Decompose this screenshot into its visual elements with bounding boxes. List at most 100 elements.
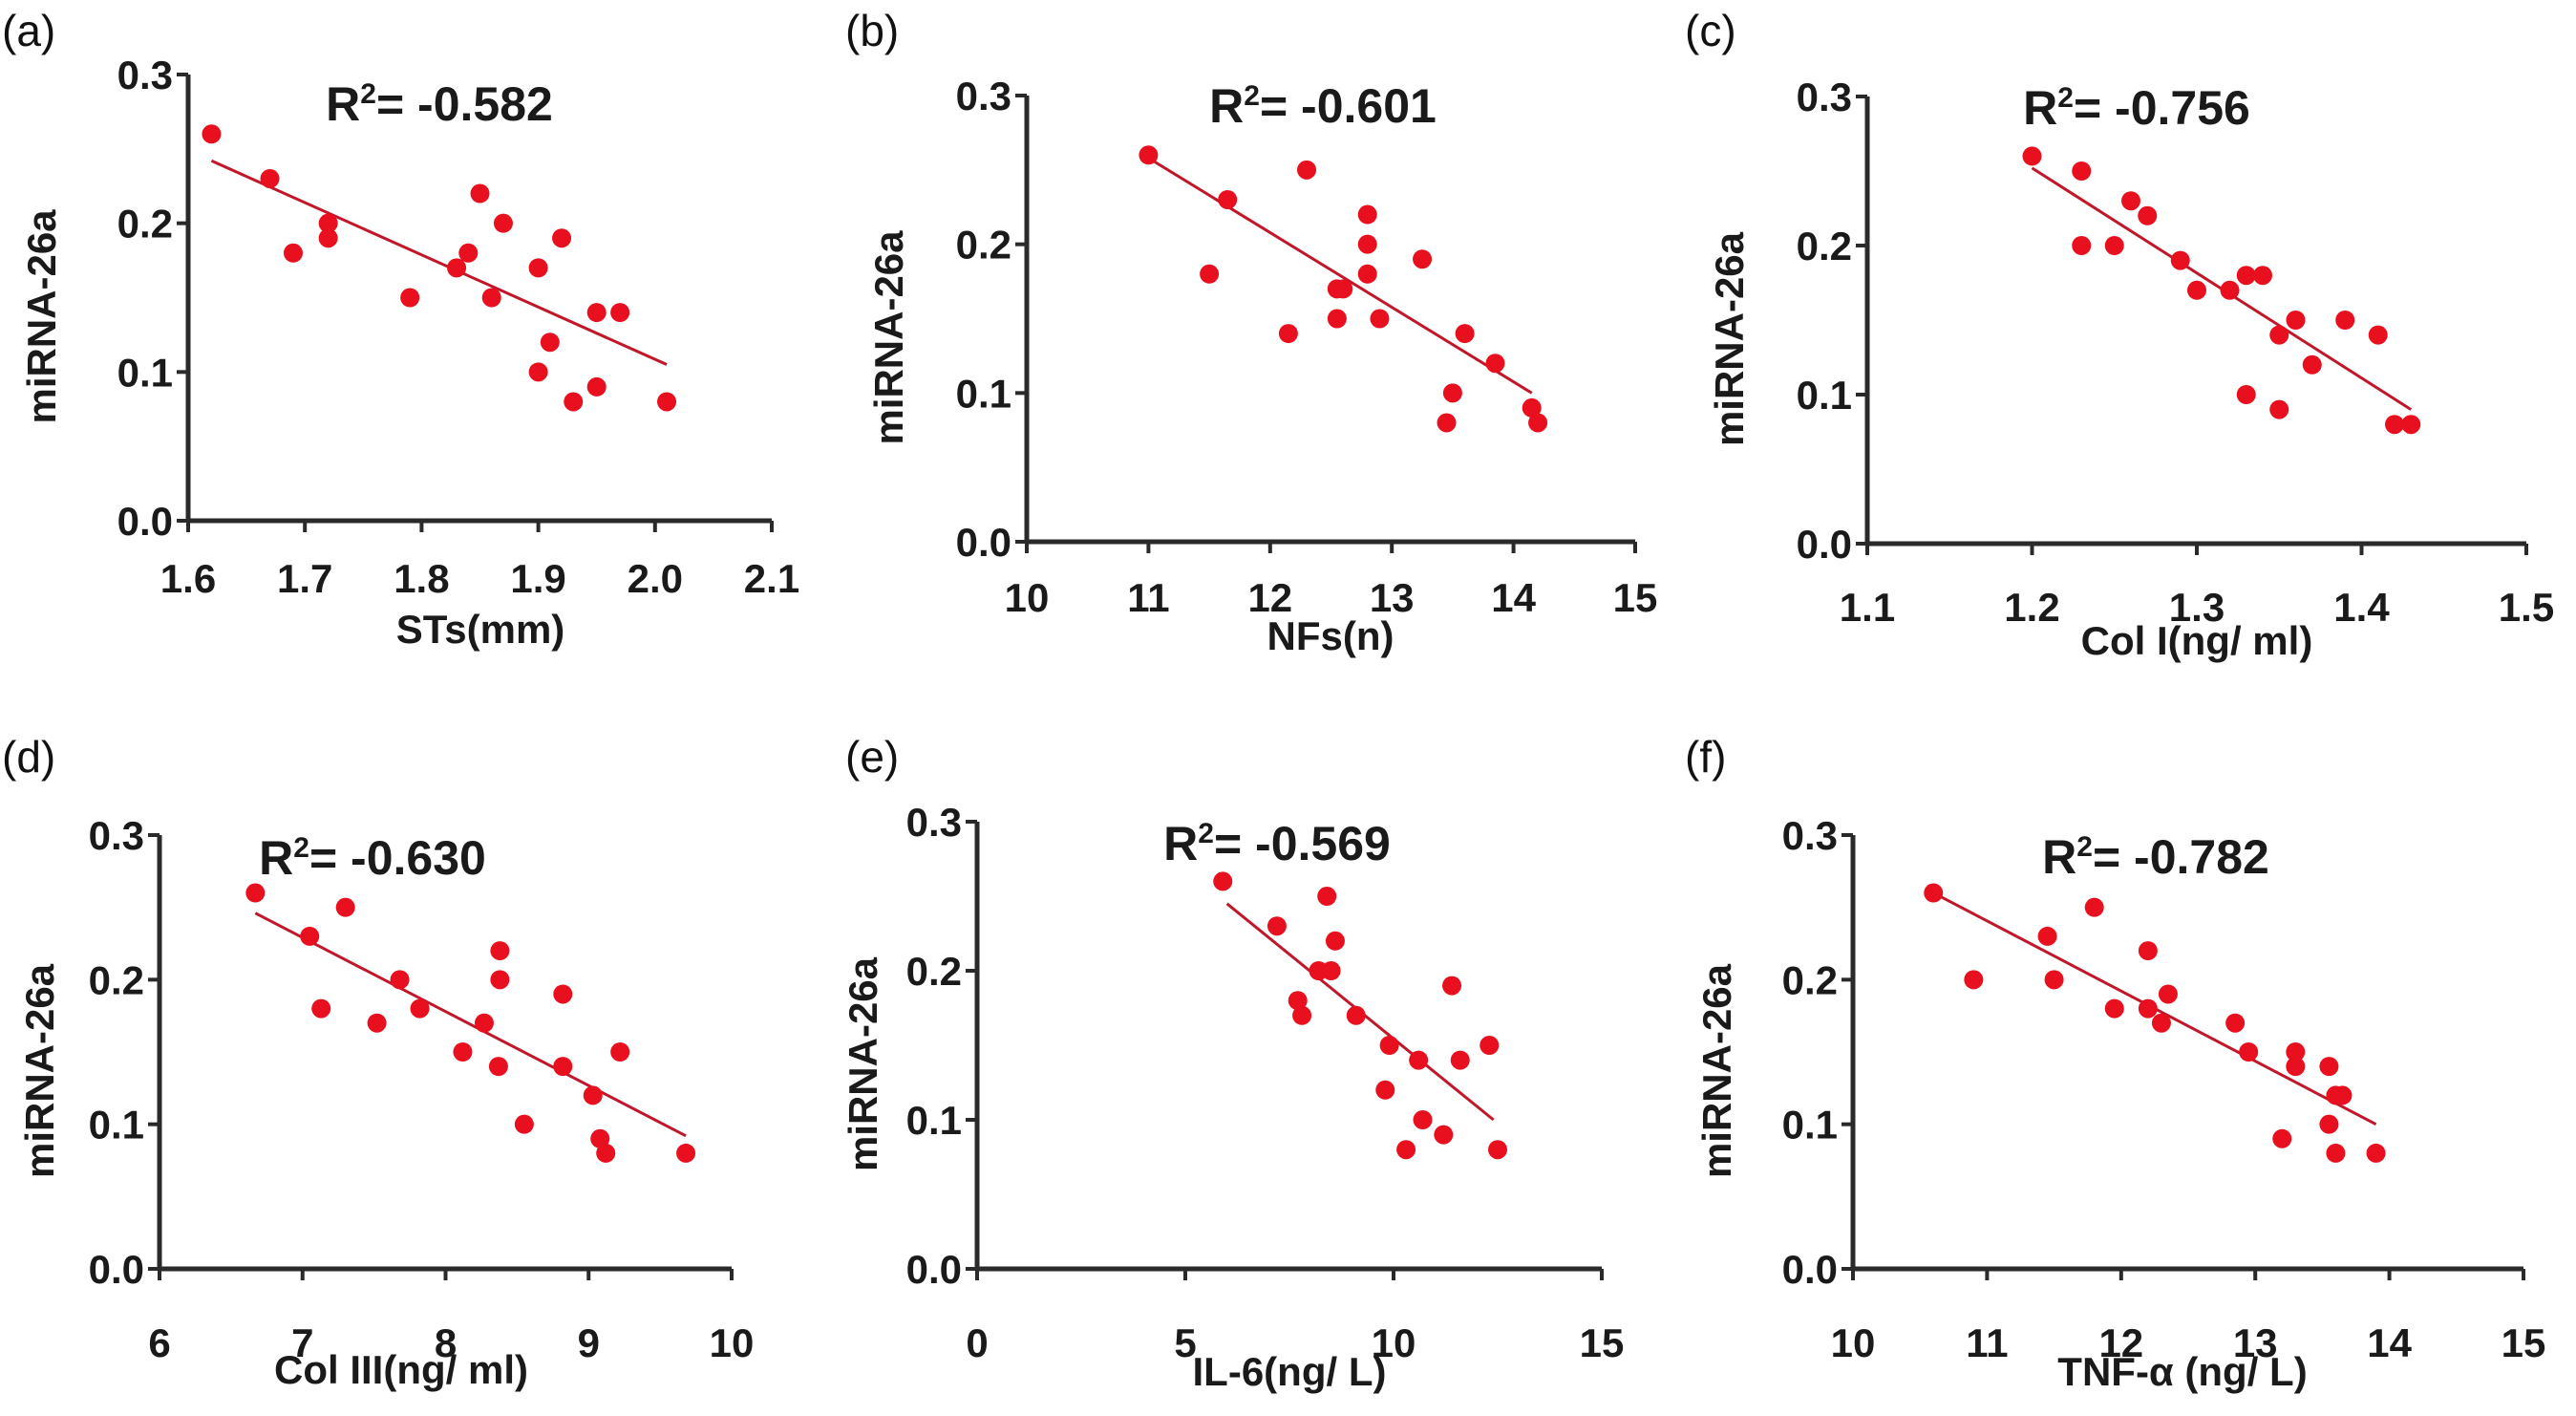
- data-point: [1375, 1080, 1395, 1100]
- data-point: [318, 228, 338, 248]
- data-point: [1357, 234, 1377, 254]
- data-point: [1480, 1036, 1500, 1055]
- data-point: [610, 1042, 630, 1062]
- panel-label: (b): [845, 6, 899, 55]
- data-point: [540, 333, 560, 353]
- data-point: [1317, 887, 1337, 906]
- panel-label: (c): [1685, 6, 1736, 55]
- r-value: = -0.582: [376, 77, 553, 131]
- y-tick-label: 0.0: [956, 520, 1011, 565]
- data-point: [410, 998, 430, 1019]
- x-tick-label: 11: [1127, 575, 1169, 620]
- data-point: [552, 228, 572, 248]
- x-tick-label: 2.1: [744, 556, 799, 601]
- data-point: [2044, 970, 2064, 990]
- x-tick-label: 0: [966, 1320, 988, 1365]
- y-tick-label: 0.2: [956, 223, 1011, 268]
- y-tick-label: 0.1: [1782, 1103, 1838, 1148]
- data-point: [676, 1143, 696, 1163]
- data-point: [2121, 191, 2140, 211]
- data-point: [1442, 383, 1462, 403]
- data-point: [2225, 1013, 2246, 1033]
- y-axis-title: miRNA-26a: [17, 963, 62, 1178]
- x-tick-label: 13: [2233, 1320, 2278, 1365]
- regression-line: [254, 912, 687, 1138]
- y-tick-label: 0.3: [117, 53, 173, 97]
- data-point: [553, 984, 573, 1004]
- r-symbol: R: [259, 831, 293, 885]
- data-point: [1333, 279, 1353, 299]
- data-point: [1413, 1110, 1433, 1129]
- data-point: [335, 897, 355, 917]
- r-symbol: R: [326, 77, 360, 131]
- x-tick-label: 7: [291, 1320, 313, 1365]
- data-point: [490, 970, 510, 990]
- x-tick-label: 14: [1491, 575, 1536, 620]
- data-point: [1413, 249, 1433, 269]
- y-tick-label: 0.0: [906, 1247, 962, 1292]
- y-tick-label: 0.1: [117, 350, 173, 395]
- x-axis-title: IL-6(ng/ L): [1193, 1349, 1387, 1394]
- r-value: = -0.569: [1214, 817, 1391, 870]
- data-point: [311, 998, 331, 1019]
- data-point: [458, 243, 479, 263]
- x-tick-label: 6: [148, 1320, 170, 1365]
- scatter-panel-e: (e) 0.0 0.1 0.2 0.3 0 5 10 15 IL-6(ng/ L) miRNA-26…: [841, 732, 1624, 1394]
- x-axis-title: TNF-α (ng/ L): [2057, 1349, 2307, 1394]
- data-point: [1325, 931, 1345, 951]
- r-superscript: 2: [2057, 82, 2074, 114]
- x-axis-title: Col III(ng/ ml): [274, 1347, 528, 1392]
- x-tick-label: 13: [1370, 575, 1415, 620]
- r-symbol: R: [2042, 830, 2076, 884]
- data-point: [2286, 1042, 2306, 1062]
- data-point: [2022, 146, 2042, 166]
- data-point: [2104, 236, 2124, 255]
- data-point: [1357, 264, 1377, 284]
- x-tick-label: 10: [1005, 575, 1050, 620]
- y-tick-label: 0.0: [89, 1247, 144, 1292]
- data-point: [2236, 266, 2256, 286]
- y-tick-label: 0.1: [89, 1103, 144, 1148]
- data-point: [400, 288, 420, 308]
- x-tick-label: 12: [1247, 575, 1292, 620]
- data-point: [583, 1085, 603, 1105]
- data-point: [1200, 264, 1220, 284]
- panel-label: (d): [2, 732, 55, 782]
- x-tick-label: 15: [1580, 1320, 1625, 1365]
- data-point: [245, 883, 266, 903]
- x-tick-label: 1.2: [2004, 585, 2059, 630]
- x-tick-label: 1.3: [2169, 585, 2225, 630]
- x-tick-label: 10: [710, 1320, 755, 1365]
- data-point: [2401, 415, 2421, 435]
- data-point: [1434, 1125, 1454, 1145]
- data-point: [1267, 916, 1287, 936]
- data-point: [447, 258, 467, 278]
- data-point: [2239, 1042, 2259, 1062]
- y-tick-label: 0.0: [1797, 522, 1852, 567]
- data-point: [390, 970, 410, 990]
- data-point: [2286, 311, 2306, 330]
- x-tick-label: 1.8: [394, 556, 449, 601]
- data-point: [2269, 325, 2289, 345]
- data-point: [2084, 897, 2104, 917]
- data-point: [318, 213, 338, 233]
- data-point: [2253, 266, 2272, 286]
- data-point: [586, 376, 607, 397]
- data-point: [2286, 1057, 2306, 1077]
- x-axis-title: NFs(n): [1267, 613, 1394, 658]
- data-point: [260, 168, 280, 188]
- x-tick-label: 9: [578, 1320, 600, 1365]
- data-point: [300, 926, 320, 946]
- r-symbol: R: [1163, 817, 1198, 870]
- scatter-panel-a: (a) 0.0 0.1 0.2 0.3 1.6 1.7 1.8 1.9 2.0 2.1 STs(mm)…: [2, 6, 799, 652]
- data-point: [590, 1128, 610, 1148]
- r-squared-annotation: R2= -0.569: [1163, 817, 1391, 870]
- y-tick-label: 0.2: [89, 957, 144, 1002]
- y-tick-label: 0.3: [89, 813, 144, 858]
- data-point: [493, 213, 513, 233]
- data-point: [1409, 1050, 1429, 1070]
- data-point: [490, 941, 510, 961]
- x-tick-label: 10: [1831, 1320, 1876, 1365]
- data-point: [488, 1057, 508, 1077]
- data-point: [2138, 205, 2158, 225]
